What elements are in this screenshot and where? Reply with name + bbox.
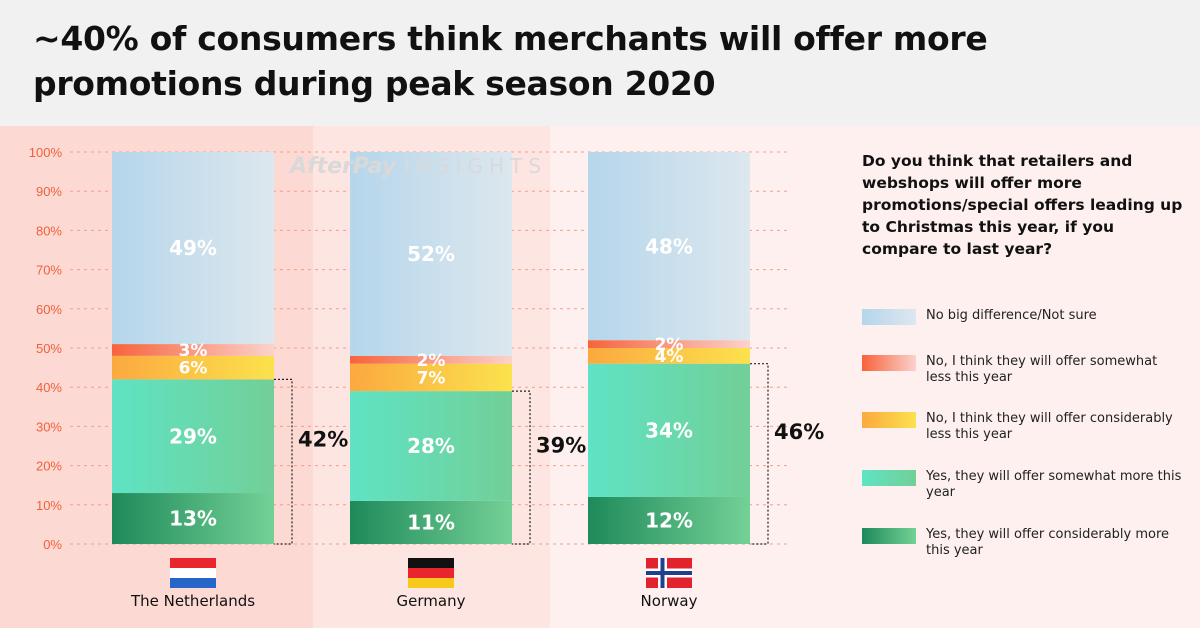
data-label: 29% (169, 424, 217, 448)
y-tick-label: 10% (36, 498, 62, 513)
bar-segment (588, 152, 750, 341)
netherlands-flag (170, 558, 216, 588)
data-label: 49% (169, 236, 217, 260)
y-tick-label: 100% (29, 145, 63, 160)
legend-label: Yes, they will offer considerably more t… (926, 527, 1170, 558)
y-tick-label: 20% (36, 459, 62, 474)
data-label: 11% (407, 511, 455, 535)
y-tick-label: 70% (36, 263, 62, 278)
legend-swatch (862, 470, 916, 486)
category-label: Germany (397, 592, 466, 610)
y-tick-label: 80% (36, 223, 62, 238)
bar-segment (350, 355, 512, 364)
data-label: 34% (645, 419, 693, 443)
legend-label: Yes, they will offer somewhat more this … (926, 469, 1182, 500)
bar-segment (588, 363, 750, 497)
bracket-line (274, 378, 293, 545)
data-label: 2% (417, 351, 446, 371)
y-tick-label: 30% (36, 419, 62, 434)
bar-segment (350, 391, 512, 501)
data-label: 28% (407, 434, 455, 458)
bar-segment (112, 152, 274, 345)
legend-swatch (862, 412, 916, 428)
watermark-brand: AfterPay (290, 154, 397, 179)
bar-segment (112, 379, 274, 494)
y-tick-label: 60% (36, 302, 62, 317)
legend-swatch (862, 309, 916, 325)
category-label: The Netherlands (130, 592, 255, 610)
norway-flag (646, 558, 692, 588)
legend-swatch (862, 355, 916, 371)
y-tick-label: 0% (43, 537, 62, 552)
bar-segment (112, 355, 274, 380)
data-label: 7% (417, 369, 446, 389)
y-tick-label: 40% (36, 380, 62, 395)
legend-label: No big difference/Not sure (926, 308, 1097, 323)
legend-label: No, I think they will offer considerably… (926, 411, 1173, 442)
afterpay-insights-watermark: AfterPay INSIGHTS (290, 154, 547, 179)
bar-segment (112, 344, 274, 356)
y-tick-label: 50% (36, 341, 62, 356)
stacked-bar-chart: 0% 10% 20% 30% 40% 50% 60% 70% 80% 90% 100% 13% 29%… (29, 145, 825, 610)
bar-segment (350, 500, 512, 544)
data-label: 4% (655, 347, 684, 367)
bar-segment (588, 496, 750, 544)
bar-segment (350, 363, 512, 392)
legend: Do you think that retailers and webshops… (862, 150, 1192, 558)
bracket-label: 42% (298, 428, 348, 452)
bar-segment (350, 152, 512, 356)
data-label: 12% (645, 509, 693, 533)
data-label: 13% (169, 507, 217, 531)
data-label: 3% (179, 341, 208, 361)
bracket-line (750, 363, 769, 545)
data-label: 48% (645, 234, 693, 258)
bracket-label: 46% (774, 420, 824, 444)
legend-question: Do you think that retailers and webshops… (862, 152, 1183, 258)
data-label: 52% (407, 242, 455, 266)
legend-swatch (862, 528, 916, 544)
watermark-suffix: INSIGHTS (404, 154, 548, 178)
title-bar (0, 0, 1200, 126)
bracket-label: 39% (536, 434, 586, 458)
germany-flag (408, 558, 454, 588)
y-tick-label: 90% (36, 184, 62, 199)
data-label: 2% (655, 335, 684, 355)
page-title: ~40% of consumers think merchants will o… (33, 19, 988, 103)
bar-segment (588, 348, 750, 364)
bar-segment (112, 493, 274, 544)
bar-segment (588, 340, 750, 348)
category-label: Norway (641, 592, 698, 610)
bracket-line (512, 390, 531, 545)
data-label: 6% (179, 359, 208, 379)
legend-label: No, I think they will offer somewhat les… (926, 354, 1158, 385)
